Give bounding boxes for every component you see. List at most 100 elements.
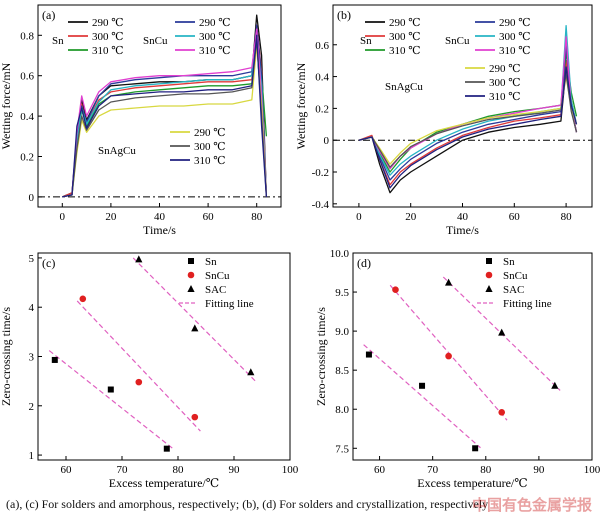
x-axis-label-a: Time/s xyxy=(143,223,176,237)
data-point-sn-c xyxy=(163,445,170,452)
plot-frame-d xyxy=(352,252,593,461)
legend-entry-b: 310 ℃ xyxy=(389,45,421,57)
fitting-line-d xyxy=(363,344,481,449)
legend-entry-a: 300 ℃ xyxy=(194,141,226,153)
data-point-sncu-d xyxy=(392,286,399,294)
legend-marker-c xyxy=(188,258,194,264)
panel-label-d: (d) xyxy=(357,256,371,270)
y-tick-label-b: -0.2 xyxy=(312,167,329,179)
y-tick-label-d: 9.0 xyxy=(335,326,349,338)
series-line-a-ag290 xyxy=(62,44,268,198)
legend-entry-a: 290 ℃ xyxy=(92,17,124,29)
x-tick-label-b: 60 xyxy=(509,211,521,223)
y-tick-label-a: 0.6 xyxy=(20,71,34,83)
x-tick-label-b: 80 xyxy=(561,211,573,223)
data-point-sn-d xyxy=(419,382,426,389)
y-tick-label-b: 0.6 xyxy=(315,40,329,52)
data-point-sncu-d xyxy=(498,409,506,416)
data-point-sncu-c xyxy=(191,413,199,421)
legend-entry-b: 310 ℃ xyxy=(499,45,531,57)
legend-alloy-b: SnCu xyxy=(445,35,470,47)
y-tick-label-a: 0.2 xyxy=(20,152,34,164)
legend-entry-a: 290 ℃ xyxy=(199,17,231,29)
y-axis-label-a: Wetting force/mN xyxy=(0,62,13,149)
y-tick-label-d: 10.0 xyxy=(330,248,350,260)
legend-entry-c: SnCu xyxy=(205,270,230,282)
data-point-sac-c xyxy=(191,324,199,332)
data-point-sac-c xyxy=(247,368,255,376)
x-tick-label-a: 20 xyxy=(105,211,117,223)
data-point-sac-d xyxy=(498,328,506,336)
legend-entry-c: SAC xyxy=(205,284,226,296)
legend-alloy-b: Sn xyxy=(360,35,372,47)
y-tick-label-d: 7.5 xyxy=(335,443,349,455)
fitting-line-c xyxy=(76,300,201,432)
y-tick-label-a: 0.4 xyxy=(20,111,34,123)
data-point-sn-d xyxy=(365,351,372,358)
panel-label-c: (c) xyxy=(42,256,55,270)
legend-entry-b: 300 ℃ xyxy=(499,31,531,43)
data-point-sncu-d xyxy=(445,352,452,360)
y-tick-label-b: 0.2 xyxy=(315,103,329,115)
legend-entry-c: Fitting line xyxy=(205,298,254,310)
data-point-sn-d xyxy=(472,445,479,452)
legend-entry-b: 310 ℃ xyxy=(489,91,521,103)
data-point-sn-c xyxy=(51,356,58,363)
plot-frame-c xyxy=(37,252,291,461)
fitting-line-c xyxy=(48,350,173,449)
data-point-sac-d xyxy=(445,278,453,286)
y-tick-label-b: 0.4 xyxy=(315,72,329,84)
legend-entry-b: 290 ℃ xyxy=(489,63,521,75)
legend-entry-a: 290 ℃ xyxy=(194,127,226,139)
y-tick-label-d: 8.0 xyxy=(335,404,349,416)
x-tick-label-c: 100 xyxy=(282,464,299,476)
x-tick-label-b: 40 xyxy=(457,211,469,223)
x-axis-label-c: Excess temperature/℃ xyxy=(109,476,219,490)
legend-alloy-b: SnAgCu xyxy=(385,81,423,93)
x-tick-label-d: 60 xyxy=(374,464,386,476)
y-tick-label-b: 0 xyxy=(324,135,330,147)
series-line-a-cu310 xyxy=(62,28,268,198)
panel-b: 0 20 40 60 80 -0.4 -0.2 0 0.2 0.4 0.6 Time/s Wetting… xyxy=(294,4,593,237)
x-tick-label-a: 0 xyxy=(60,211,66,223)
y-tick-label-c: 5 xyxy=(29,253,35,265)
y-tick-label-b: -0.4 xyxy=(312,199,330,211)
legend-marker-d xyxy=(485,285,493,292)
y-tick-label-c: 2 xyxy=(29,401,35,413)
legend-entry-a: 310 ℃ xyxy=(92,45,124,57)
legend-entry-b: 290 ℃ xyxy=(499,17,531,29)
x-tick-label-a: 40 xyxy=(154,211,166,223)
x-tick-label-b: 0 xyxy=(356,211,362,223)
y-tick-label-c: 1 xyxy=(29,450,35,462)
series-line-a-ag300 xyxy=(62,38,268,198)
legend-entry-d: Fitting line xyxy=(503,298,552,310)
legend-marker-d xyxy=(485,271,493,279)
legend-alloy-a: SnAgCu xyxy=(98,145,136,157)
panel-c: 60 70 80 90 100 1 2 3 4 5 Excess temperature/℃ Zero… xyxy=(0,252,299,490)
fitting-line-c xyxy=(132,257,257,383)
y-axis-label-d: Zero-crossing time/s xyxy=(314,307,328,406)
x-axis-label-b: Time/s xyxy=(446,223,479,237)
watermark-logo: 中国有色金属学报 xyxy=(471,496,592,514)
legend-entry-a: 300 ℃ xyxy=(92,31,124,43)
x-tick-label-c: 70 xyxy=(117,464,129,476)
legend-entry-d: SAC xyxy=(503,284,524,296)
legend-entry-b: 300 ℃ xyxy=(389,31,421,43)
y-tick-label-a: 0 xyxy=(29,192,35,204)
y-axis-label-c: Zero-crossing time/s xyxy=(0,307,13,406)
legend-marker-c xyxy=(187,285,195,292)
x-tick-label-a: 60 xyxy=(203,211,215,223)
panel-d: 60 70 80 90 100 7.5 8.0 8.5 9.0 9.5 10.0 Excess tem… xyxy=(314,248,600,490)
x-tick-label-b: 20 xyxy=(405,211,417,223)
data-point-sac-c xyxy=(135,255,143,263)
legend-entry-a: 310 ℃ xyxy=(199,45,231,57)
fitting-line-d xyxy=(389,284,508,421)
x-tick-label-d: 90 xyxy=(533,464,545,476)
x-tick-label-c: 60 xyxy=(61,464,73,476)
data-point-sn-c xyxy=(107,386,114,393)
panel-label-b: (b) xyxy=(337,8,351,22)
legend-alloy-a: SnCu xyxy=(143,35,168,47)
y-tick-label-c: 4 xyxy=(29,302,35,314)
x-axis-label-d: Excess temperature/℃ xyxy=(417,476,527,490)
